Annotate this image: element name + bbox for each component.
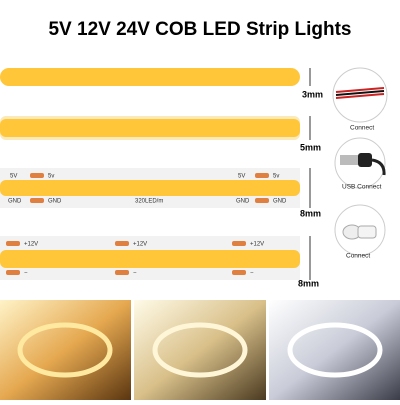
width-label: 5mm bbox=[300, 142, 321, 152]
pad-label: 5v bbox=[273, 174, 279, 180]
width-label: 8mm bbox=[300, 208, 321, 218]
pad-label: − bbox=[24, 271, 28, 277]
pad-label: GND bbox=[48, 199, 62, 205]
strip-coil bbox=[17, 322, 113, 378]
pad bbox=[30, 198, 44, 203]
pad bbox=[232, 241, 246, 246]
connector-label: Connect bbox=[346, 253, 370, 260]
title: 5V 12V 24V COB LED Strip Lights bbox=[48, 19, 351, 40]
pad-label: − bbox=[133, 271, 137, 277]
strip bbox=[0, 119, 300, 137]
pad-label: GND bbox=[8, 199, 22, 205]
usb-plug bbox=[358, 153, 372, 167]
pad bbox=[232, 270, 246, 275]
pad bbox=[255, 198, 269, 203]
dc-jack bbox=[357, 225, 377, 239]
usb-plug bbox=[340, 155, 358, 165]
strip-coil bbox=[152, 322, 248, 378]
strip bbox=[0, 180, 300, 196]
pad-label: 5v bbox=[48, 174, 54, 180]
pad bbox=[30, 173, 44, 178]
pad-label: +12V bbox=[24, 242, 38, 248]
pad-label: GND bbox=[236, 199, 250, 205]
pad-label: − bbox=[250, 271, 254, 277]
width-label: 3mm bbox=[302, 89, 323, 99]
pad bbox=[115, 241, 129, 246]
pad-label: GND bbox=[273, 199, 287, 205]
pad-label: 5V bbox=[10, 174, 17, 180]
width-label: 8mm bbox=[298, 278, 319, 288]
strip bbox=[0, 250, 300, 268]
wire bbox=[335, 90, 385, 96]
pad bbox=[115, 270, 129, 275]
pad bbox=[6, 270, 20, 275]
pad-label: +12V bbox=[250, 242, 264, 248]
wire bbox=[371, 158, 386, 176]
pad-label: 5V bbox=[238, 174, 245, 180]
density-label: 320LED/m bbox=[135, 199, 163, 205]
strip-coil bbox=[287, 322, 383, 378]
connector-label: USB Connect bbox=[342, 184, 382, 191]
pad bbox=[6, 241, 20, 246]
strip bbox=[0, 68, 300, 86]
pad bbox=[255, 173, 269, 178]
wire bbox=[335, 87, 385, 99]
pad-label: +12V bbox=[133, 242, 147, 248]
connector-label: Connect bbox=[350, 125, 374, 132]
